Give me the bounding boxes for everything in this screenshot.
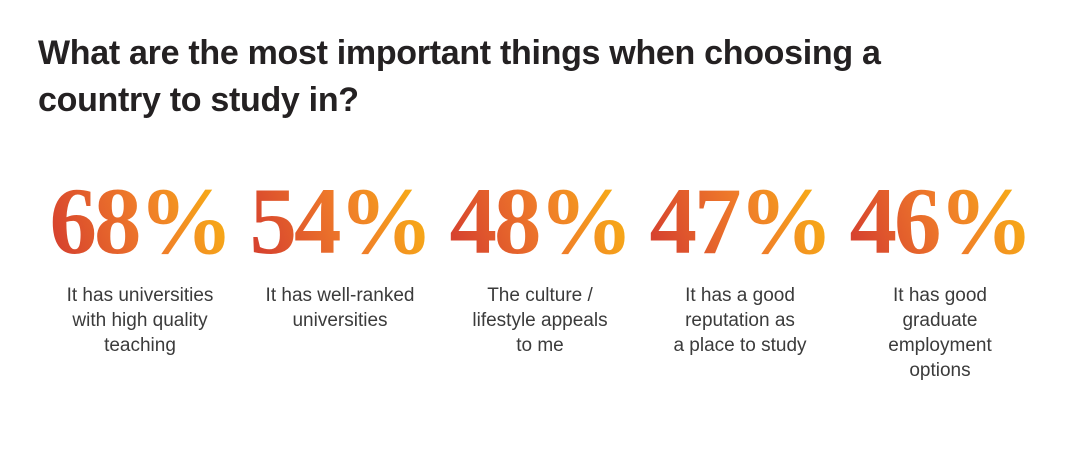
stat-item-well-ranked: 54% It has well-ranked universities	[240, 174, 440, 383]
stats-row: 68% It has universities with high qualit…	[40, 174, 1040, 383]
stat-label: It has well-ranked universities	[265, 285, 415, 331]
stat-value: 54%	[249, 168, 434, 274]
stat-label: It has a good reputation as a place to s…	[673, 285, 807, 356]
stat-item-graduate-employment: 46% It has good graduate employment opti…	[840, 174, 1040, 383]
stat-value: 47%	[649, 168, 834, 274]
stat-value: 68%	[49, 168, 234, 274]
stat-label: The culture / lifestyle appeals to me	[472, 285, 608, 356]
stat-label: It has good graduate employment options	[888, 285, 992, 381]
page-title: What are the most important things when …	[38, 34, 881, 119]
stat-label: It has universities with high quality te…	[66, 285, 214, 356]
stat-item-reputation: 47% It has a good reputation as a place …	[640, 174, 840, 383]
stat-value: 48%	[449, 168, 634, 274]
stat-item-high-quality-teaching: 68% It has universities with high qualit…	[40, 174, 240, 383]
stat-value: 46%	[849, 168, 1034, 274]
stat-item-culture-lifestyle: 48% The culture / lifestyle appeals to m…	[440, 174, 640, 383]
infographic: What are the most important things when …	[0, 30, 1080, 461]
